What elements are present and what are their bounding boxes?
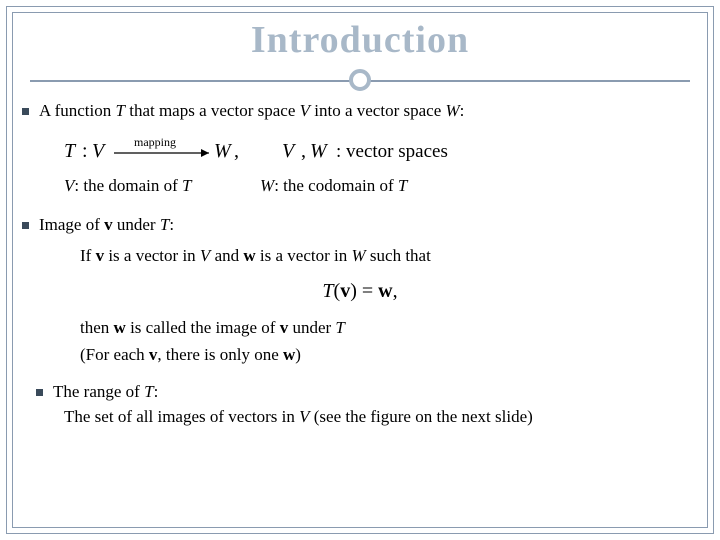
- title-divider: [0, 70, 720, 90]
- divider-circle-icon: [349, 69, 371, 91]
